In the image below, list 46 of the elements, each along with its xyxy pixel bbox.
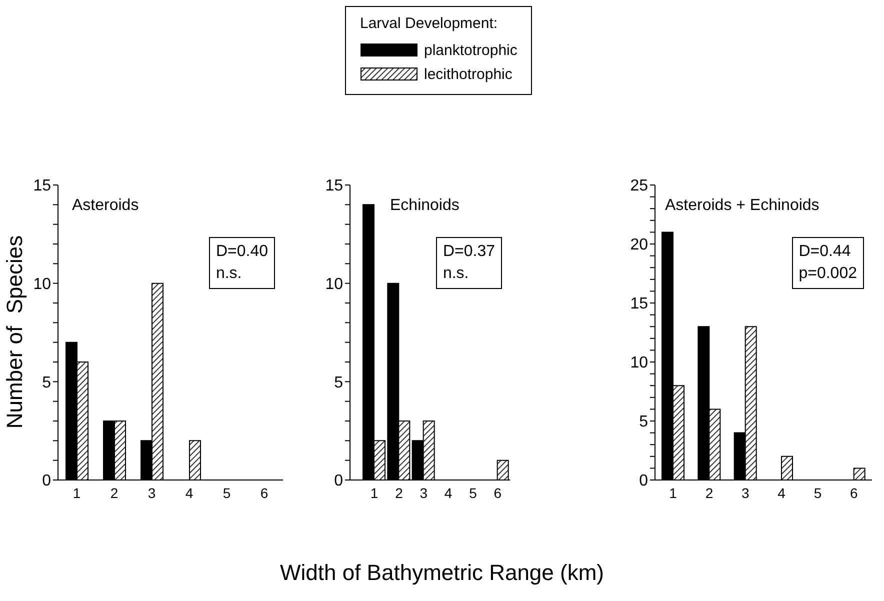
x-tick-label: 5 xyxy=(469,484,478,501)
x-tick-label: 3 xyxy=(742,484,750,501)
annotation: n.s. xyxy=(442,264,470,284)
y-tick-label: 0 xyxy=(639,472,648,490)
annotation: D=0.44 xyxy=(798,242,852,262)
x-tick-label: 2 xyxy=(395,484,404,501)
y-tick-label: 5 xyxy=(639,414,648,431)
y-tick-label: 5 xyxy=(334,374,344,392)
y-tick-label: 15 xyxy=(33,178,52,195)
x-tick-label: 6 xyxy=(260,484,268,501)
legend-label: planktotrophic xyxy=(424,42,518,58)
y-tick-label: 10 xyxy=(630,354,648,372)
y-tick-label: 15 xyxy=(325,178,344,195)
x-tick-label: 4 xyxy=(444,484,452,501)
y-tick-label: 10 xyxy=(325,276,344,294)
x-tick-label: 2 xyxy=(110,484,118,501)
annotation: p=0.002 xyxy=(798,264,857,284)
y-tick-label: 10 xyxy=(33,276,52,294)
y-tick-label: 0 xyxy=(42,472,52,490)
x-tick-label: 1 xyxy=(370,484,378,501)
y-tick-label: 0 xyxy=(334,472,344,490)
annotation: n.s. xyxy=(216,264,243,284)
text: lecithotrophic xyxy=(424,66,512,82)
legend-title: Larval Development: xyxy=(360,15,499,32)
y-tick-label: 15 xyxy=(630,296,648,313)
x-tick-label: 3 xyxy=(148,484,156,501)
text: Echinoids xyxy=(390,197,460,215)
annotation: D=0.37 xyxy=(442,242,495,262)
y-axis-title: Number of Species xyxy=(2,235,28,429)
x-tick-label: 6 xyxy=(494,484,502,501)
x-tick-label: 4 xyxy=(185,484,194,501)
x-tick-label: 5 xyxy=(814,484,822,501)
x-tick-label: 3 xyxy=(420,484,428,501)
x-tick-label: 5 xyxy=(222,484,231,501)
x-tick-label: 4 xyxy=(778,484,786,501)
x-axis-title: Width of Bathymetric Range (km) xyxy=(279,560,605,586)
text: Asteroids + Echinoids xyxy=(665,197,820,215)
y-tick-label: 20 xyxy=(630,236,648,254)
x-tick-label: 6 xyxy=(850,484,858,501)
text: Asteroids xyxy=(72,197,139,215)
annotation: D=0.40 xyxy=(216,242,268,262)
x-tick-label: 1 xyxy=(669,484,678,501)
x-tick-label: 1 xyxy=(72,484,81,501)
y-tick-label: 25 xyxy=(630,178,648,195)
x-tick-label: 2 xyxy=(705,484,714,501)
y-tick-label: 5 xyxy=(42,374,52,392)
